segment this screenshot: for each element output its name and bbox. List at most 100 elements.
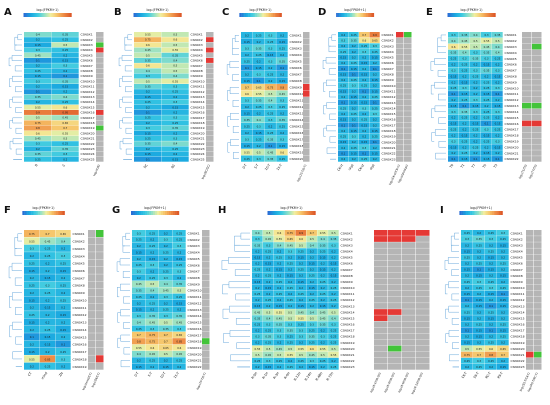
cell-value: 0.3 [495, 68, 499, 72]
heatmap-cell [448, 79, 459, 85]
colorbar-swatch [336, 13, 338, 17]
cell-value: 0.3 [495, 139, 499, 143]
colorbar-swatch [241, 13, 244, 17]
cell-value: 0.1 [352, 72, 356, 76]
significance-cell [303, 90, 310, 97]
heatmap-cell [497, 321, 509, 328]
cell-value: 0.2 [373, 146, 377, 150]
heatmap-cell [328, 345, 339, 352]
significance-cell [396, 71, 404, 77]
significance-cell [206, 32, 214, 37]
cell-value: 0.2 [277, 341, 281, 345]
significance-cell [96, 259, 104, 267]
gene-label: CSN0X8 [290, 79, 302, 83]
cell-value: 0.2 [45, 350, 49, 354]
cell-value: 0.2 [255, 298, 259, 302]
cell-value: 0.25 [287, 298, 293, 302]
heatmap-cell [161, 146, 189, 152]
significance-cell [202, 249, 210, 256]
cell-value: 0.25 [145, 137, 151, 141]
cell-value: 0.1 [462, 104, 466, 108]
gene-label: CSN0X2 [341, 237, 353, 241]
heatmap-cell [172, 293, 186, 300]
significance-cell [374, 345, 388, 352]
heatmap-cell [276, 123, 288, 130]
colorbar-swatch [139, 211, 142, 215]
gene-label: CSN0X18 [188, 340, 202, 344]
significance-cell [374, 248, 388, 255]
heatmap-cell [262, 278, 274, 285]
heatmap-cell [134, 136, 162, 141]
significance-cell [396, 128, 404, 134]
heatmap-cell [470, 43, 481, 50]
colorbar-swatch [350, 13, 353, 17]
heatmap-cell [306, 333, 317, 340]
cell-value: 0.45 [35, 137, 41, 141]
cell-value: 0.4 [277, 243, 281, 247]
gene-label: CSN0X7 [511, 268, 523, 272]
heatmap-cell [24, 125, 52, 131]
heatmap-cell [39, 266, 56, 274]
heatmap-cell [262, 357, 274, 364]
heatmap-cell [306, 327, 317, 334]
heatmap-cell [473, 242, 485, 248]
cell-value: 0.8 [280, 85, 284, 89]
colorbar-swatch [267, 13, 270, 17]
significance-cell [388, 236, 402, 242]
cell-value: 0.3 [462, 57, 466, 61]
cell-value: 0.5 [173, 64, 177, 68]
heatmap-cell [359, 48, 370, 55]
significance-cell [402, 290, 416, 297]
cell-value: 0.25 [267, 40, 273, 44]
significance-cell [96, 288, 104, 297]
heatmap-cell [252, 357, 263, 364]
heatmap-cell [359, 77, 370, 83]
heatmap-cell [492, 156, 503, 162]
heatmap-cell [134, 58, 162, 63]
heatmap-cell [241, 84, 253, 91]
significance-cell [303, 64, 310, 71]
cell-value: 0.25 [488, 231, 494, 235]
significance-cell [526, 357, 534, 364]
heatmap-cell [284, 254, 296, 261]
heatmap-cell [252, 58, 265, 65]
cell-value: 0.15 [372, 89, 378, 93]
heatmap-cell [161, 52, 189, 58]
heatmap-cell [276, 116, 288, 123]
heatmap-cell [241, 123, 253, 130]
row-dendrogram [322, 34, 336, 160]
cell-value: 0.65 [287, 237, 293, 241]
heatmap-cell [55, 311, 71, 319]
heatmap-cell [51, 52, 79, 58]
gene-label: CSN0X10 [511, 286, 525, 290]
cell-value: 0.3 [177, 270, 181, 274]
significance-cell [532, 108, 542, 115]
heatmap-cell [473, 284, 485, 291]
colorbar-swatch [490, 211, 492, 215]
heatmap-cell [284, 345, 296, 352]
heatmap-cell [252, 32, 265, 39]
heatmap-cell [306, 266, 317, 273]
heatmap-cell [159, 331, 173, 338]
gene-label: CSN0X5 [73, 262, 85, 266]
colorbar-swatch [491, 211, 494, 215]
gene-label: CSN0X17 [341, 329, 355, 333]
cell-value: 0.7 [501, 353, 505, 357]
cell-value: 0.25 [484, 86, 490, 90]
heatmap-cell [306, 303, 317, 309]
heatmap-cell [459, 85, 470, 91]
cell-value: 0.5 [473, 39, 477, 43]
colorbar-swatch [59, 211, 62, 215]
cell-value: 0.35 [279, 59, 285, 63]
gene-label: CSN0X9 [341, 280, 353, 284]
heatmap-cell [306, 248, 317, 255]
gene-label: CSN0X5 [81, 53, 93, 57]
heatmap-cell [492, 144, 503, 150]
significance-cell [374, 236, 388, 242]
cell-value: 0.3 [362, 146, 366, 150]
cell-value: 0.2 [36, 38, 40, 42]
gene-label: CSN0X9 [505, 80, 517, 84]
cell-value: 0.2 [462, 145, 466, 149]
heatmap-cell [273, 236, 285, 242]
cell-value: 0.25 [267, 111, 273, 115]
